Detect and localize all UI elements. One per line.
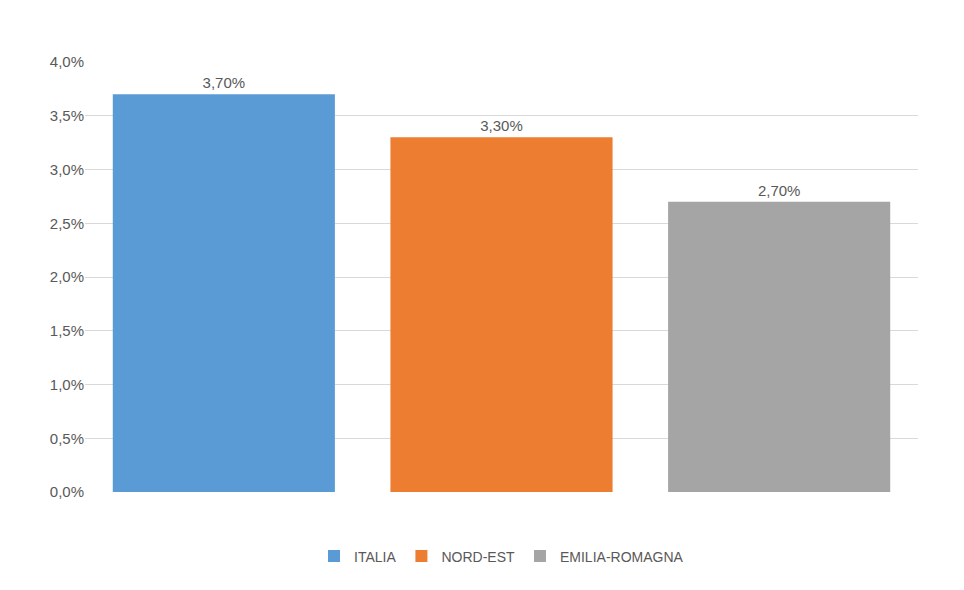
svg-text:2,70%: 2,70%: [758, 182, 801, 199]
svg-text:2,5%: 2,5%: [50, 215, 84, 232]
svg-text:2,0%: 2,0%: [50, 268, 84, 285]
svg-text:3,0%: 3,0%: [50, 161, 84, 178]
svg-text:1,5%: 1,5%: [50, 322, 84, 339]
svg-text:3,5%: 3,5%: [50, 107, 84, 124]
svg-text:3,70%: 3,70%: [203, 74, 246, 91]
svg-text:0,0%: 0,0%: [50, 483, 84, 500]
svg-text:0,5%: 0,5%: [50, 430, 84, 447]
svg-text:1,0%: 1,0%: [50, 376, 84, 393]
svg-text:ITALIA: ITALIA: [354, 549, 396, 565]
svg-text:4,0%: 4,0%: [50, 53, 84, 70]
svg-text:NORD-EST: NORD-EST: [441, 549, 515, 565]
svg-text:3,30%: 3,30%: [480, 117, 523, 134]
svg-text:EMILIA-ROMAGNA: EMILIA-ROMAGNA: [560, 549, 684, 565]
